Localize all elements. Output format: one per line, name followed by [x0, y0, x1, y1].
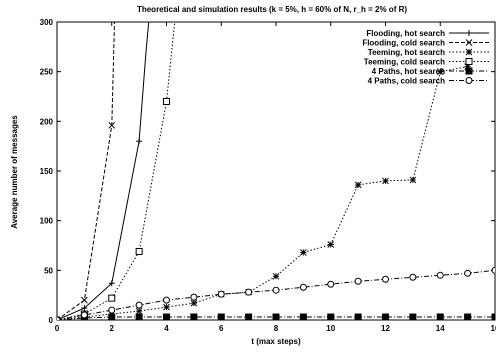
data-point — [491, 313, 495, 320]
data-point — [217, 290, 225, 298]
data-point — [272, 286, 280, 294]
legend-label: Teeming, hot search — [368, 48, 445, 57]
data-point — [245, 288, 253, 296]
data-point — [299, 313, 307, 320]
x-tick-label: 10 — [326, 324, 335, 333]
data-point — [409, 313, 417, 320]
data-point — [465, 48, 473, 56]
y-tick-label: 0 — [49, 316, 54, 325]
data-point — [108, 313, 116, 320]
data-point — [81, 296, 88, 304]
data-point — [245, 313, 253, 320]
data-point — [382, 177, 389, 185]
data-point — [217, 313, 225, 320]
x-tick-label: 16 — [491, 324, 496, 333]
data-point — [465, 58, 473, 65]
data-point — [466, 30, 472, 36]
data-point — [81, 305, 88, 312]
series-layer — [57, 22, 495, 320]
data-point — [272, 313, 280, 320]
data-point — [135, 301, 143, 309]
data-point — [163, 97, 170, 105]
data-point — [382, 313, 389, 320]
x-tick-label: 8 — [274, 324, 279, 333]
data-point — [190, 293, 198, 301]
y-tick-label: 200 — [40, 117, 54, 126]
data-point — [465, 77, 473, 84]
data-point — [163, 313, 170, 320]
legend-label: Flooding, cold search — [362, 39, 445, 48]
data-point — [465, 39, 473, 46]
data-point — [436, 313, 444, 320]
chart-title: Theoretical and simulation results (k = … — [137, 5, 407, 14]
series-line — [57, 22, 115, 320]
data-point — [491, 266, 495, 274]
data-point — [190, 313, 198, 320]
data-point — [327, 241, 335, 248]
y-tick-label: 150 — [40, 167, 54, 176]
data-point — [108, 294, 116, 302]
data-point — [163, 303, 170, 311]
series-line — [57, 316, 495, 320]
data-point — [409, 176, 417, 184]
data-point — [108, 306, 116, 314]
data-point — [436, 68, 444, 76]
x-tick-label: 14 — [436, 324, 445, 333]
y-tick-label: 300 — [40, 18, 54, 27]
data-point — [135, 307, 143, 315]
data-point — [136, 138, 143, 145]
data-point — [57, 316, 61, 320]
series-line — [57, 22, 150, 320]
data-point — [354, 277, 362, 285]
data-point — [327, 280, 335, 288]
series-1 — [57, 22, 116, 320]
data-point — [80, 311, 88, 319]
legend-label: 4 Paths, hot search — [372, 67, 445, 76]
series-0 — [57, 22, 150, 320]
data-point — [382, 275, 389, 283]
series-5 — [57, 266, 495, 320]
data-point — [354, 313, 362, 320]
x-axis-label: t (max steps) — [251, 337, 301, 346]
x-tick-label: 6 — [219, 324, 224, 333]
data-point — [108, 121, 116, 129]
data-point — [409, 273, 417, 281]
y-tick-label: 100 — [40, 217, 54, 226]
legend-label: Flooding, hot search — [366, 29, 445, 38]
series-2 — [57, 63, 471, 320]
y-axis-label: Average number of messages — [10, 115, 19, 229]
data-point — [327, 313, 335, 320]
data-point — [464, 269, 472, 277]
data-point — [135, 313, 143, 320]
data-point — [465, 67, 473, 75]
legend-label: 4 Paths, cold search — [368, 77, 445, 86]
x-tick-label: 4 — [164, 324, 169, 333]
series-3 — [57, 22, 176, 320]
y-tick-label: 250 — [40, 68, 54, 77]
series-4 — [57, 313, 495, 320]
data-point — [163, 296, 170, 304]
data-point — [108, 280, 115, 287]
legend-label: Teeming, cold search — [364, 58, 445, 67]
x-tick-label: 12 — [381, 324, 390, 333]
x-tick-label: 2 — [110, 324, 115, 333]
series-line — [57, 22, 176, 320]
data-point — [354, 181, 362, 189]
data-point — [135, 247, 143, 255]
series-line — [57, 66, 468, 320]
data-point — [299, 283, 307, 291]
x-tick-label: 0 — [55, 324, 60, 333]
data-point — [272, 272, 280, 280]
data-point — [300, 249, 307, 256]
data-point — [190, 299, 198, 307]
data-point — [436, 271, 444, 279]
data-point — [464, 313, 472, 320]
y-tick-label: 50 — [44, 266, 53, 275]
